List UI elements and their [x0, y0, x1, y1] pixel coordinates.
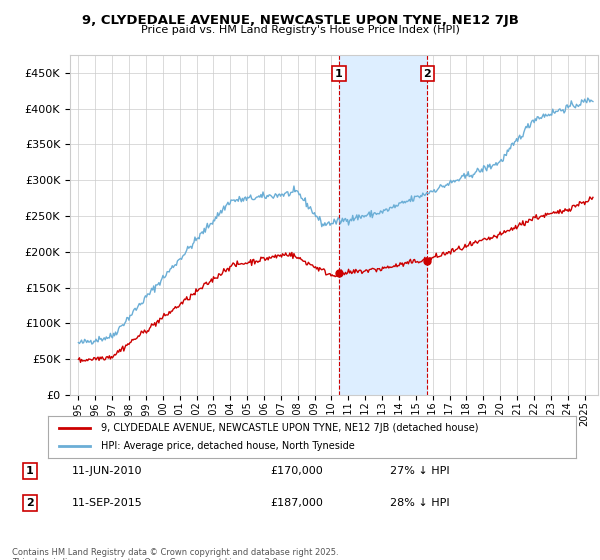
- Text: £170,000: £170,000: [270, 466, 323, 476]
- Text: 11-SEP-2015: 11-SEP-2015: [72, 498, 143, 508]
- Text: HPI: Average price, detached house, North Tyneside: HPI: Average price, detached house, Nort…: [101, 441, 355, 451]
- Text: 2: 2: [26, 498, 34, 508]
- Text: 1: 1: [26, 466, 34, 476]
- Text: £187,000: £187,000: [270, 498, 323, 508]
- Text: Price paid vs. HM Land Registry's House Price Index (HPI): Price paid vs. HM Land Registry's House …: [140, 25, 460, 35]
- Text: 1: 1: [335, 69, 343, 78]
- Text: 27% ↓ HPI: 27% ↓ HPI: [390, 466, 449, 476]
- Text: Contains HM Land Registry data © Crown copyright and database right 2025.
This d: Contains HM Land Registry data © Crown c…: [12, 548, 338, 560]
- Text: 28% ↓ HPI: 28% ↓ HPI: [390, 498, 449, 508]
- Text: 2: 2: [424, 69, 431, 78]
- Text: 9, CLYDEDALE AVENUE, NEWCASTLE UPON TYNE, NE12 7JB: 9, CLYDEDALE AVENUE, NEWCASTLE UPON TYNE…: [82, 14, 518, 27]
- Bar: [339, 55, 427, 395]
- Text: 9, CLYDEDALE AVENUE, NEWCASTLE UPON TYNE, NE12 7JB (detached house): 9, CLYDEDALE AVENUE, NEWCASTLE UPON TYNE…: [101, 423, 478, 433]
- Text: 11-JUN-2010: 11-JUN-2010: [72, 466, 143, 476]
